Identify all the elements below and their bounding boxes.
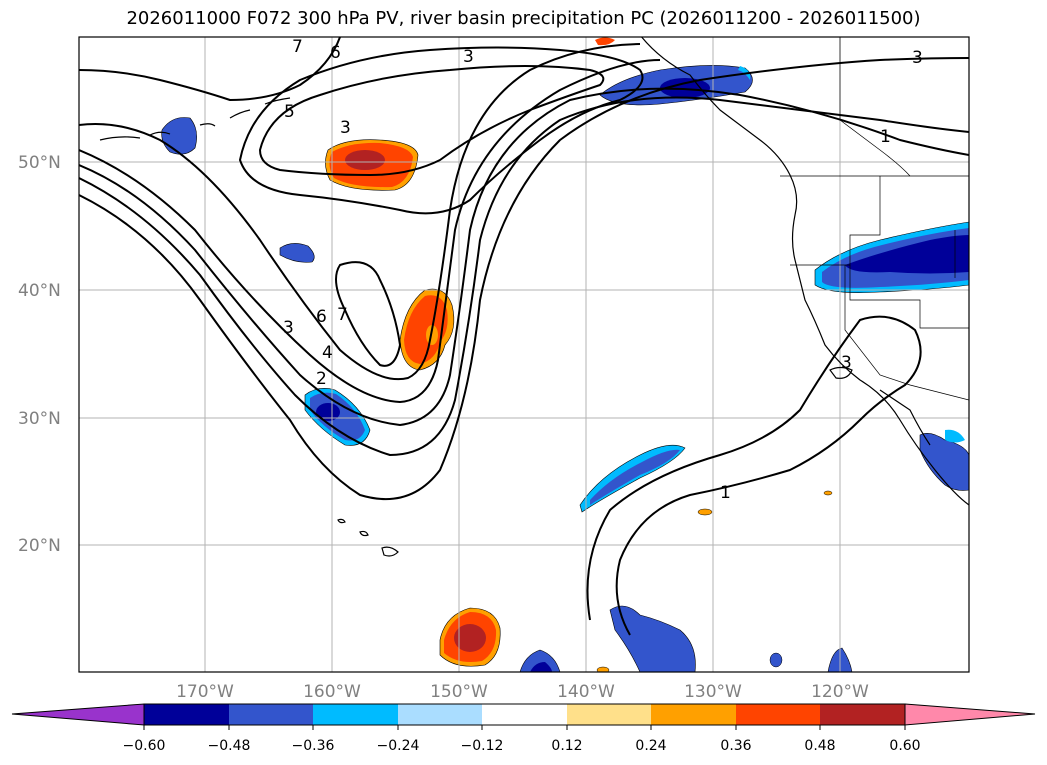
contour-label: 3 (340, 118, 351, 138)
lat-label: 20°N (18, 536, 61, 556)
contour-label: 2 (316, 369, 327, 389)
colorbar: −0.60 −0.48 −0.36 −0.24 −0.12 0.12 0.24 … (11, 703, 1036, 754)
pv-contours (79, 37, 969, 636)
coastlines (99, 37, 969, 557)
lat-label: 50°N (18, 153, 61, 173)
colorbar-tick-label: 0.48 (804, 738, 835, 754)
map-title: 2026011000 F072 300 hPa PV, river basin … (126, 8, 921, 29)
lon-label: 160°W (303, 682, 361, 702)
lon-axis-labels: 170°W 160°W 150°W 140°W 130°W 120°W (176, 682, 869, 702)
colorbar-segment (144, 704, 229, 725)
contour-label: 5 (284, 102, 295, 122)
colorbar-extend-min (11, 703, 145, 726)
contour-label: 3 (283, 318, 294, 338)
contour-label: 6 (316, 307, 327, 327)
colorbar-tick-label: −0.60 (123, 738, 166, 754)
colorbar-tick-label: −0.48 (208, 738, 251, 754)
colorbar-segment (313, 704, 398, 725)
colorbar-tick-label: −0.12 (461, 738, 504, 754)
political-borders (780, 37, 969, 401)
colorbar-segment (736, 704, 820, 725)
precip-negative-area (919, 433, 969, 491)
colorbar-tick-label: −0.24 (377, 738, 420, 754)
map-plot-area: 7 6 5 3 3 3 1 6 7 4 3 2 3 1 (79, 37, 969, 672)
map-frame (78, 36, 970, 673)
lon-label: 120°W (811, 682, 869, 702)
contour-label: 3 (912, 48, 923, 68)
contour-label: 4 (322, 343, 333, 363)
gridlines (79, 37, 969, 672)
lon-label: 130°W (684, 682, 742, 702)
lat-label: 40°N (18, 281, 61, 301)
colorbar-segment (229, 704, 313, 725)
lon-label: 170°W (176, 682, 234, 702)
precip-shading (161, 37, 969, 672)
colorbar-segment (482, 704, 567, 725)
colorbar-segment (651, 704, 736, 725)
lon-label: 150°W (430, 682, 488, 702)
contour-label: 1 (880, 127, 891, 147)
colorbar-tick-label: −0.36 (292, 738, 335, 754)
colorbar-segment (398, 704, 482, 725)
colorbar-segment (820, 704, 905, 725)
precip-negative-area (609, 605, 696, 672)
contour-label: 7 (337, 305, 348, 325)
contour-labels: 7 6 5 3 3 3 1 6 7 4 3 2 3 1 (283, 37, 923, 503)
colorbar-segment (567, 704, 651, 725)
contour-label: 6 (330, 43, 341, 63)
contour-label: 3 (841, 353, 852, 373)
colorbar-tick-label: 0.60 (889, 738, 920, 754)
contour-label: 1 (720, 483, 731, 503)
lat-label: 30°N (18, 409, 61, 429)
lon-label: 140°W (557, 682, 615, 702)
contour-label: 7 (292, 37, 303, 57)
precip-negative-area (279, 243, 315, 263)
lat-axis-labels: 50°N 40°N 30°N 20°N (18, 153, 61, 556)
contour-label: 3 (463, 47, 474, 67)
colorbar-tick-label: 0.36 (720, 738, 751, 754)
colorbar-tick-label: 0.24 (635, 738, 666, 754)
colorbar-tick-label: 0.12 (551, 738, 582, 754)
precip-negative-area (161, 117, 197, 155)
colorbar-extend-max (904, 703, 1036, 726)
